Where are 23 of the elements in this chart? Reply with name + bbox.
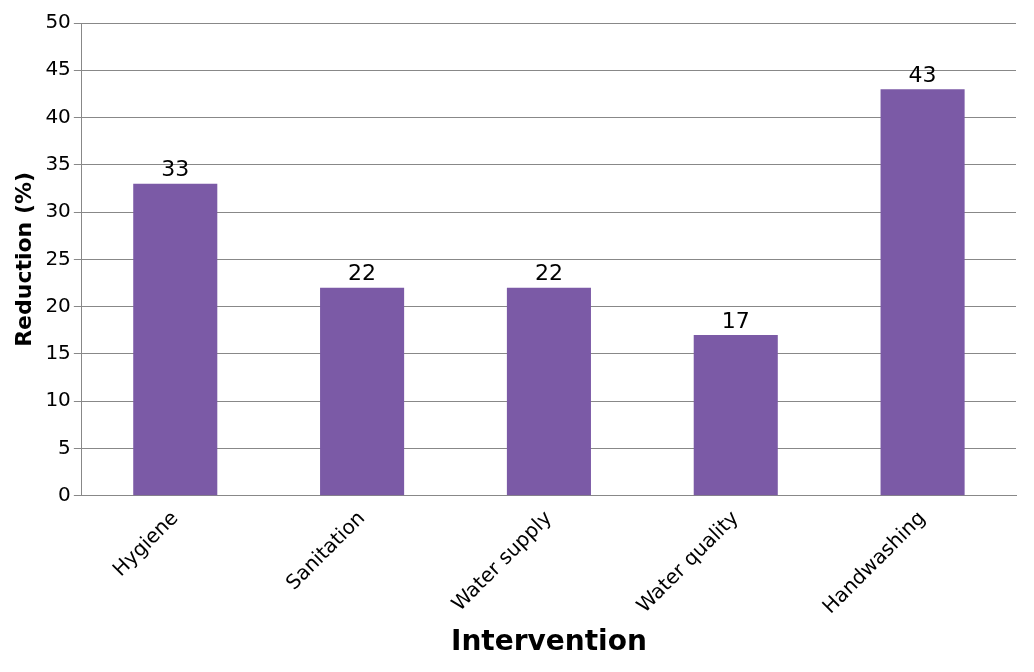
x-axis-title: Intervention <box>450 624 647 658</box>
y-tick-label: 5 <box>58 434 71 459</box>
bar <box>320 287 405 496</box>
data-label: 22 <box>348 260 377 286</box>
y-tick-label: 30 <box>45 198 71 223</box>
y-tick-label: 40 <box>45 103 71 128</box>
y-tick-label: 15 <box>45 340 71 365</box>
y-tick-label: 45 <box>45 56 71 81</box>
y-tick-label: 50 <box>45 9 71 34</box>
bar <box>133 183 218 496</box>
y-axis-title: Reduction (%) <box>10 171 36 347</box>
y-tick-label: 35 <box>45 151 71 176</box>
y-tick-label: 0 <box>58 481 71 506</box>
bar <box>506 287 591 496</box>
y-tick-label: 25 <box>45 245 71 270</box>
bar <box>880 89 965 496</box>
y-tick-label: 20 <box>45 292 71 317</box>
bar <box>693 335 778 496</box>
data-label: 43 <box>908 61 937 87</box>
y-tick-label: 10 <box>45 387 71 412</box>
data-label: 33 <box>161 156 190 182</box>
data-label: 22 <box>534 260 563 286</box>
data-label: 17 <box>721 307 750 333</box>
